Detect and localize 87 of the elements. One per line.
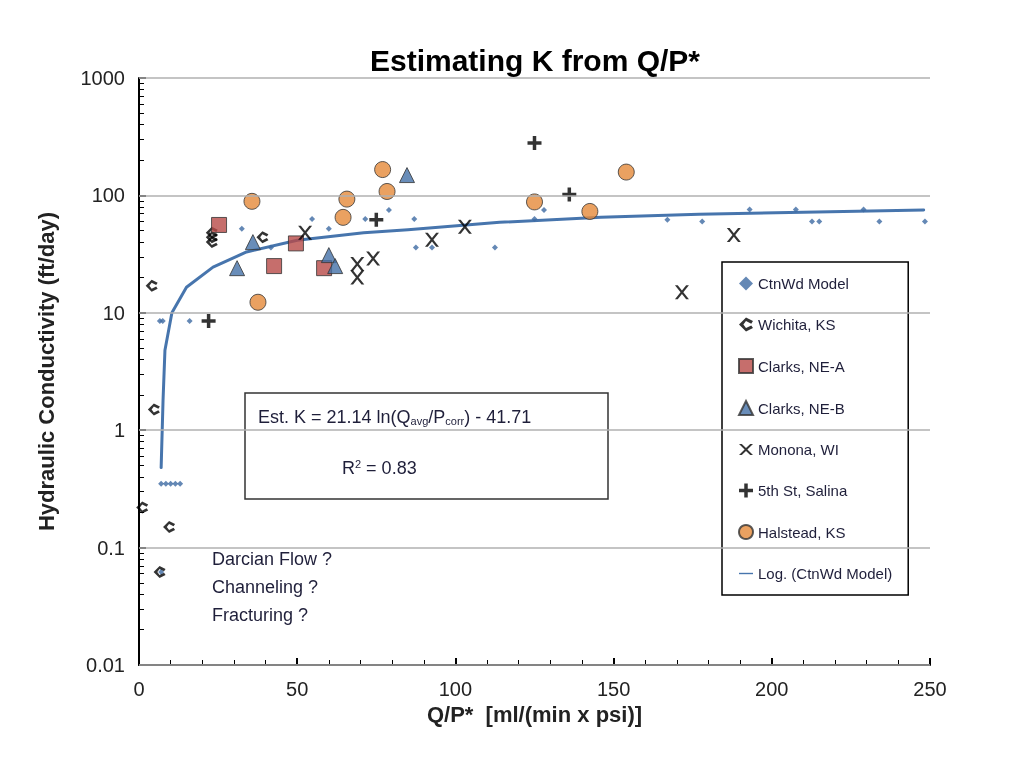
point xyxy=(366,251,381,266)
point xyxy=(860,206,867,213)
point xyxy=(412,244,419,251)
point xyxy=(163,520,176,533)
point xyxy=(526,193,543,211)
point xyxy=(816,218,823,225)
point xyxy=(664,216,671,223)
point xyxy=(491,244,498,251)
legend-label: 5th St, Salina xyxy=(758,482,848,499)
annotation: Fracturing ? xyxy=(212,605,309,625)
y-tick-label: 100 xyxy=(91,184,125,207)
y-tick-label: 1000 xyxy=(80,67,125,89)
point xyxy=(334,208,352,226)
x-axis-title: Q/P* [ml/(min x psi)] xyxy=(426,702,643,728)
legend-label: CtnWd Model xyxy=(758,275,849,292)
point xyxy=(350,270,365,285)
point xyxy=(320,247,337,264)
point xyxy=(256,231,269,244)
x-tick-label: 50 xyxy=(286,678,309,700)
point xyxy=(172,480,179,487)
point xyxy=(531,215,538,222)
y-tick-label: 0.1 xyxy=(97,536,125,559)
point xyxy=(699,218,706,225)
legend-label: Wichita, KS xyxy=(758,316,836,333)
point xyxy=(267,244,274,251)
y-axis-title: Hydraulic Conductivity (ft/day) xyxy=(33,211,59,532)
legend-label: Clarks, NE-A xyxy=(758,357,845,375)
point xyxy=(362,215,369,222)
point xyxy=(211,216,228,233)
point xyxy=(746,206,753,213)
annotation: Est. K = 21.14 ln(Qavg/Pcorr) - 41.71 xyxy=(258,407,532,427)
point xyxy=(808,218,815,225)
point xyxy=(158,480,165,487)
point xyxy=(398,167,415,184)
point xyxy=(369,212,384,227)
point xyxy=(327,258,344,275)
point xyxy=(726,227,741,242)
point xyxy=(581,202,599,220)
point xyxy=(527,135,542,150)
y-tick-label: 0.01 xyxy=(86,654,125,676)
x-tick-label: 100 xyxy=(438,678,473,700)
point xyxy=(540,207,547,214)
point xyxy=(147,403,160,416)
point xyxy=(162,480,169,487)
annotation: Channeling ? xyxy=(212,577,319,597)
point xyxy=(424,232,439,247)
point xyxy=(674,285,689,300)
point xyxy=(457,219,472,234)
x-tick-label: 0 xyxy=(133,678,145,700)
point xyxy=(350,257,365,272)
point xyxy=(428,244,435,251)
point xyxy=(266,258,283,275)
point xyxy=(244,234,261,251)
point xyxy=(136,501,149,514)
x-tick-label: 250 xyxy=(913,678,947,700)
point xyxy=(238,225,245,232)
point xyxy=(309,215,316,222)
x-tick-label: 200 xyxy=(755,678,789,700)
point xyxy=(374,161,392,179)
point xyxy=(201,314,216,329)
annotation: Darcian Flow ? xyxy=(212,549,333,569)
y-tick-label: 1 xyxy=(113,419,125,442)
point xyxy=(411,215,418,222)
point xyxy=(325,225,332,232)
point xyxy=(243,192,261,210)
legend-label: Clarks, NE-B xyxy=(758,399,845,417)
point xyxy=(287,235,304,252)
point xyxy=(617,163,635,181)
chart-title: Estimating K from Q/P* xyxy=(369,43,701,77)
point xyxy=(792,206,799,213)
point xyxy=(186,318,193,325)
point xyxy=(921,218,928,225)
point xyxy=(167,480,174,487)
legend-label: Monona, WI xyxy=(758,441,839,458)
point xyxy=(876,218,883,225)
x-tick-label: 150 xyxy=(596,678,631,700)
point xyxy=(177,480,184,487)
legend-label: Halstead, KS xyxy=(758,523,846,541)
point xyxy=(249,293,267,311)
point xyxy=(153,565,166,578)
y-tick-label: 10 xyxy=(102,301,125,324)
point xyxy=(229,260,246,277)
point xyxy=(145,279,158,292)
point xyxy=(338,190,356,208)
point xyxy=(298,225,313,240)
legend-label: Log. (CtnWd Model) xyxy=(758,565,893,582)
point xyxy=(385,207,392,214)
